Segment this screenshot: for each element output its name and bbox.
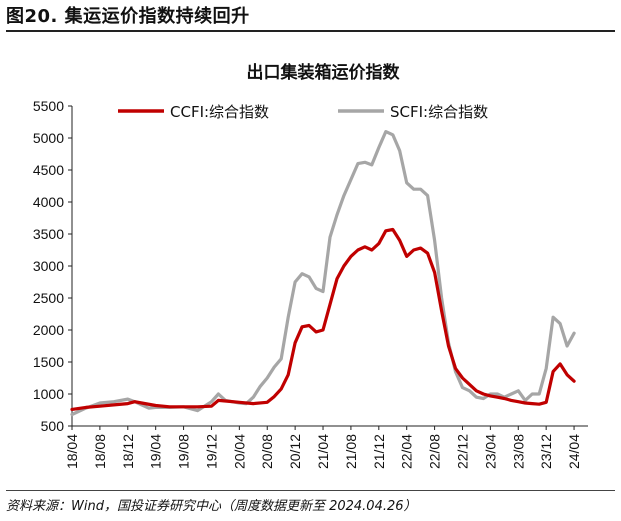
y-tick-label: 5500 [33, 98, 64, 114]
x-tick-label: 19/04 [148, 434, 164, 469]
y-tick-label: 4500 [33, 162, 64, 178]
x-tick-label: 19/12 [203, 434, 219, 469]
x-tick-label: 18/04 [64, 434, 80, 469]
x-tick-label: 18/08 [92, 434, 108, 469]
source-note: 资料来源：Wind，国投证券研究中心（周度数据更新至 2024.04.26） [6, 499, 417, 514]
x-tick-label: 21/12 [371, 434, 387, 469]
y-tick-label: 2500 [33, 290, 64, 306]
series-line-ccfi [70, 227, 576, 411]
y-tick-label: 2000 [33, 322, 64, 338]
x-tick-label: 23/12 [538, 434, 554, 469]
y-tick-label: 1000 [33, 386, 64, 402]
series-line-scfi [70, 130, 576, 417]
figure-title: 图20. 集运运价指数持续回升 [6, 6, 250, 27]
x-tick-label: 20/04 [231, 434, 247, 469]
y-tick-label: 4000 [33, 194, 64, 210]
x-tick-label: 24/04 [566, 434, 582, 469]
y-tick-label: 3000 [33, 258, 64, 274]
y-tick-label: 3500 [33, 226, 64, 242]
y-tick-label: 500 [41, 418, 65, 434]
x-tick-label: 18/12 [120, 434, 136, 469]
x-tick-label: 19/08 [176, 434, 192, 469]
legend-label: CCFI:综合指数 [170, 103, 269, 121]
y-tick-label: 1500 [33, 354, 64, 370]
x-tick-label: 21/08 [343, 434, 359, 469]
chart-title: 出口集装箱运价指数 [247, 62, 401, 83]
legend-label: SCFI:综合指数 [390, 103, 488, 121]
x-tick-label: 20/12 [287, 434, 303, 469]
x-tick-label: 20/08 [259, 434, 275, 469]
x-tick-label: 23/04 [482, 434, 498, 469]
x-tick-label: 21/04 [315, 434, 331, 469]
y-tick-label: 5000 [33, 130, 64, 146]
x-tick-label: 22/08 [427, 434, 443, 469]
x-tick-label: 23/08 [510, 434, 526, 469]
source-rule [6, 490, 615, 491]
x-tick-label: 22/12 [454, 434, 470, 469]
x-tick-label: 22/04 [399, 434, 415, 469]
title-rule [6, 30, 615, 32]
